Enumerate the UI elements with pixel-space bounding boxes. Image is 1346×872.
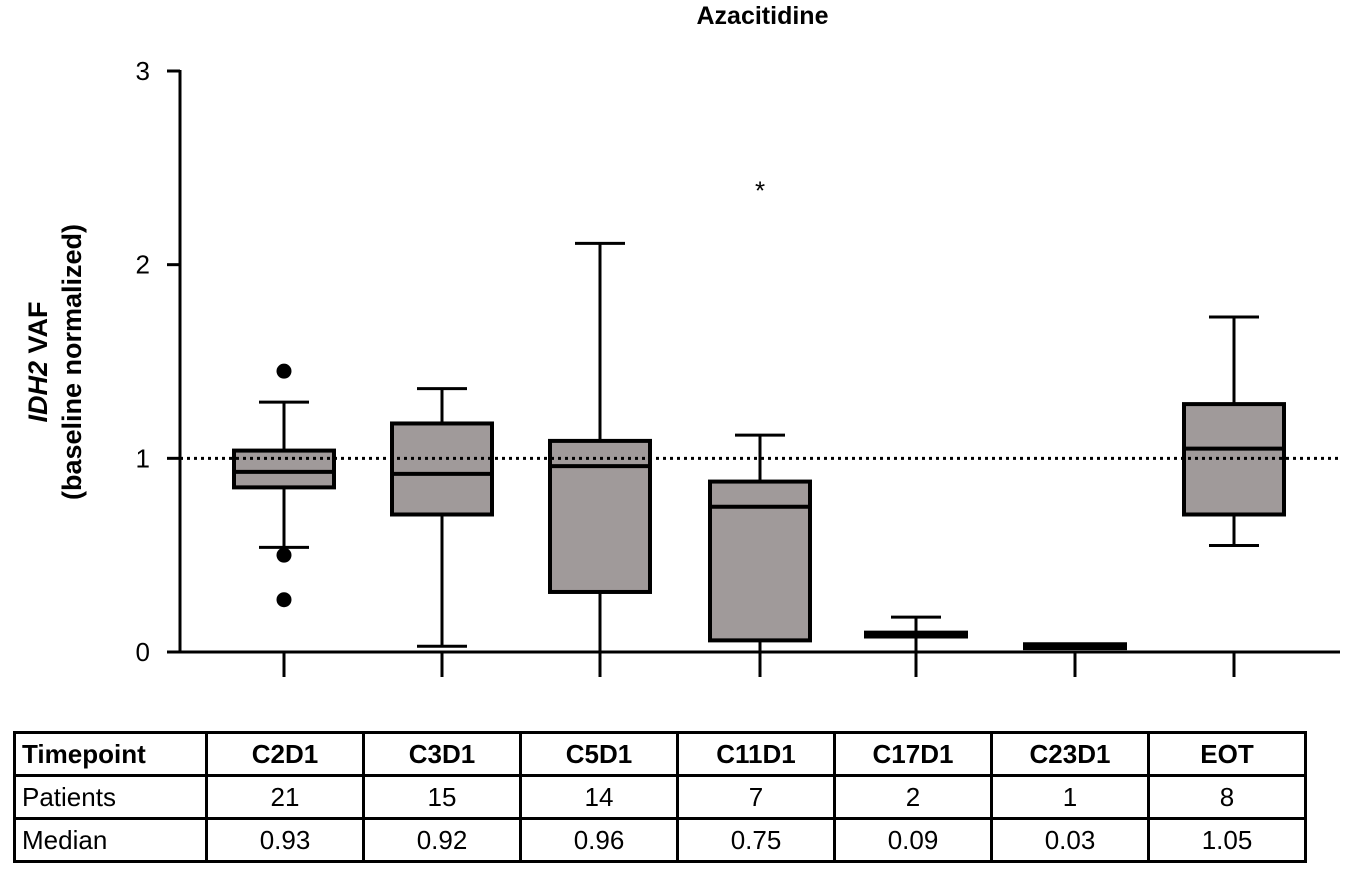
- box-EOT: [1182, 402, 1286, 517]
- table-cell: 0.03: [990, 817, 1150, 863]
- table-cell: 15: [362, 774, 522, 820]
- box-C5D1: [548, 438, 652, 594]
- table-cell: 0.92: [362, 817, 522, 863]
- table-header-cell: C17D1: [833, 731, 993, 777]
- outlier-point-C2D1-2: [276, 592, 292, 608]
- table-header-timepoint: Timepoint: [13, 731, 208, 777]
- table-header-cell: C2D1: [205, 731, 365, 777]
- table-cell: 21: [205, 774, 365, 820]
- box-C2D1: [232, 448, 336, 490]
- y-tick-label-3: 3: [136, 56, 150, 86]
- y-tick-label-2: 2: [136, 250, 150, 280]
- table-row-label: Patients: [13, 774, 208, 820]
- outlier-point-C2D1-1: [276, 547, 292, 563]
- table-cell: 14: [519, 774, 679, 820]
- table-cell: 1: [990, 774, 1150, 820]
- table-cell: 8: [1147, 774, 1307, 820]
- table-cell: 0.09: [833, 817, 993, 863]
- outlier-point-C2D1-0: [276, 363, 292, 379]
- table-row: Median 0.93 0.92 0.96 0.75 0.09 0.03 1.05: [13, 817, 1307, 863]
- table-cell: 0.93: [205, 817, 365, 863]
- table-cell: 0.75: [676, 817, 836, 863]
- table-row-label: Median: [13, 817, 208, 863]
- y-tick-label-0: 0: [136, 637, 150, 667]
- table-header-row: Timepoint C2D1 C3D1 C5D1 C11D1 C17D1 C23D1 EOT: [13, 731, 1307, 777]
- table-header-cell: C23D1: [990, 731, 1150, 777]
- table-cell: 0.96: [519, 817, 679, 863]
- summary-table: Timepoint C2D1 C3D1 C5D1 C11D1 C17D1 C23D1 EOT P…: [13, 731, 1307, 863]
- table-cell: 7: [676, 774, 836, 820]
- table-header-cell: C11D1: [676, 731, 836, 777]
- box-plot: 0 1 2 3 *: [136, 56, 1340, 677]
- table-header-cell: EOT: [1147, 731, 1307, 777]
- table-row: Patients 21 15 14 7 2 1 8: [13, 774, 1307, 820]
- table-cell: 1.05: [1147, 817, 1307, 863]
- table-cell: 2: [833, 774, 993, 820]
- chart-title: Azacitidine: [696, 2, 829, 30]
- table-header-cell: C5D1: [519, 731, 679, 777]
- annotation-asterisk: *: [755, 175, 765, 205]
- table-header-cell: C3D1: [362, 731, 522, 777]
- box-C3D1: [390, 421, 494, 517]
- y-tick-label-1: 1: [136, 443, 150, 473]
